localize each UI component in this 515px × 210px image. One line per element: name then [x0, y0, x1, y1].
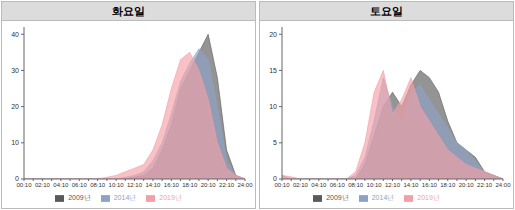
svg-text:0: 0 [15, 175, 19, 182]
html-text:2014년: 2014년 [113, 194, 137, 201]
svg-text:10:10: 10:10 [367, 182, 383, 188]
html-text:화요일: 화요일 [112, 5, 145, 17]
svg-text:15: 15 [269, 67, 277, 74]
html-text:2009년: 2009년 [326, 194, 349, 201]
svg-text:20:10: 20:10 [201, 182, 217, 188]
svg-text:5: 5 [273, 139, 277, 146]
svg-text:18:10: 18:10 [182, 182, 198, 188]
svg-text:0: 0 [273, 175, 277, 182]
svg-text:06:10: 06:10 [72, 182, 88, 188]
svg-text:24:00: 24:00 [495, 182, 507, 188]
html-text:토요일: 토요일 [370, 5, 403, 17]
svg-text:10: 10 [11, 139, 19, 146]
svg-text:10:10: 10:10 [109, 182, 125, 188]
svg-text:12:10: 12:10 [385, 182, 401, 188]
svg-text:12:10: 12:10 [127, 182, 143, 188]
svg-text:14:10: 14:10 [403, 182, 419, 188]
html-text:2019년: 2019년 [159, 194, 182, 201]
svg-text:20: 20 [269, 31, 277, 38]
svg-text:20: 20 [11, 103, 19, 110]
svg-text:30: 30 [11, 67, 19, 74]
svg-text:00:10: 00:10 [16, 182, 32, 188]
svg-text:22:10: 22:10 [219, 182, 235, 188]
svg-text:04:10: 04:10 [311, 182, 327, 188]
svg-text:08:10: 08:10 [90, 182, 106, 188]
svg-text:02:10: 02:10 [293, 182, 309, 188]
html-text:2009년: 2009년 [68, 194, 91, 201]
svg-text:08:10: 08:10 [348, 182, 364, 188]
svg-text:40: 40 [11, 31, 19, 38]
svg-text:06:10: 06:10 [330, 182, 346, 188]
svg-text:22:10: 22:10 [477, 182, 493, 188]
svg-text:18:10: 18:10 [440, 182, 456, 188]
svg-text:16:10: 16:10 [164, 182, 180, 188]
html-text:2014년: 2014년 [371, 194, 395, 201]
html-text:2019년: 2019년 [417, 194, 440, 201]
svg-text:04:10: 04:10 [53, 182, 69, 188]
svg-text:24:00: 24:00 [237, 182, 253, 188]
svg-text:02:10: 02:10 [35, 182, 51, 188]
svg-text:16:10: 16:10 [422, 182, 438, 188]
svg-text:20:10: 20:10 [459, 182, 475, 188]
svg-text:10: 10 [269, 103, 277, 110]
svg-text:14:10: 14:10 [145, 182, 161, 188]
svg-text:00:10: 00:10 [274, 182, 290, 188]
